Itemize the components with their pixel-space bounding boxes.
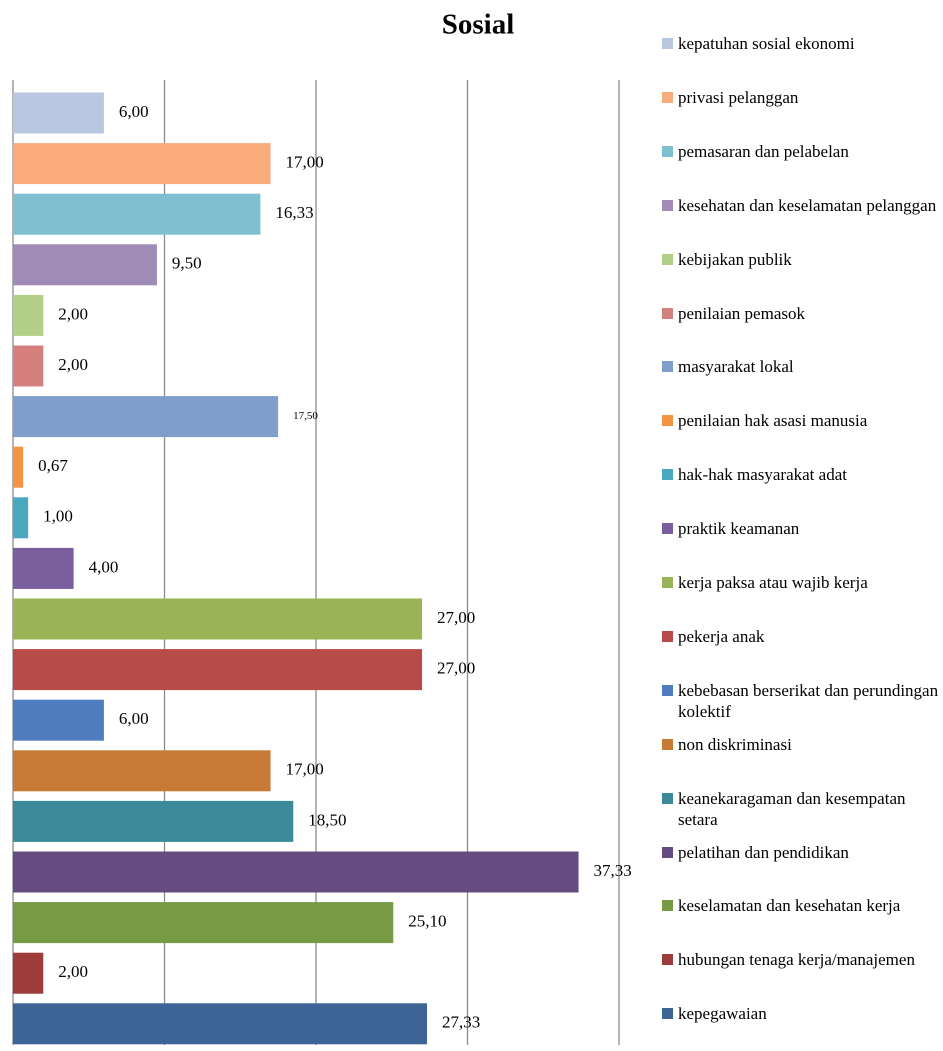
value-label: 37,33 <box>594 861 632 880</box>
legend-label: praktik keamanan <box>678 519 800 539</box>
legend-label: keanekaragaman dan kesempatan setara <box>678 788 906 829</box>
legend-swatch <box>662 415 673 427</box>
value-label: 6,00 <box>119 709 149 728</box>
legend-item: masyarakat lokal <box>662 356 940 377</box>
legend-item: pekerja anak <box>662 626 940 647</box>
value-label: 0,67 <box>38 456 68 475</box>
legend-label: penilaian pemasok <box>678 303 805 323</box>
legend-item: non diskriminasi <box>662 734 940 755</box>
value-label: 16,33 <box>275 203 313 222</box>
legend-label: kepegawaian <box>678 1004 767 1024</box>
value-label: 17,00 <box>286 760 324 779</box>
legend-swatch <box>662 38 673 49</box>
bar <box>13 851 579 893</box>
bar <box>13 143 271 185</box>
legend-swatch <box>662 145 673 157</box>
bar <box>13 750 271 792</box>
legend-item: praktik keamanan <box>662 518 940 539</box>
legend-label: pekerja anak <box>678 626 765 646</box>
legend-item: kebijakan publik <box>662 249 940 270</box>
legend-label: keselamatan dan kesehatan kerja <box>678 896 901 916</box>
value-label: 9,50 <box>172 254 202 273</box>
legend-label: kesehatan dan keselamatan pelanggan <box>678 195 937 215</box>
legend-swatch <box>662 523 673 535</box>
bar <box>13 396 279 438</box>
value-label: 27,00 <box>437 608 475 627</box>
legend-item: kesehatan dan keselamatan pelanggan <box>662 195 940 216</box>
legend-swatch <box>662 630 673 642</box>
value-label: 2,00 <box>58 355 88 374</box>
value-label: 4,00 <box>89 557 119 576</box>
legend-swatch <box>662 1008 673 1020</box>
legend-swatch <box>662 954 673 966</box>
legend-label: kebijakan publik <box>678 249 792 269</box>
value-label: 17,50 <box>293 410 318 422</box>
bar <box>13 497 29 539</box>
legend-label: masyarakat lokal <box>678 357 794 377</box>
legend-item: privasi pelanggan <box>662 87 940 108</box>
value-label: 1,00 <box>43 507 73 526</box>
value-label: 18,50 <box>308 810 346 829</box>
bar <box>13 649 423 691</box>
legend-label: pemasaran dan pelabelan <box>678 141 849 161</box>
legend-swatch <box>662 469 673 481</box>
legend-label: kerja paksa atau wajib kerja <box>678 573 868 592</box>
legend-label: privasi pelanggan <box>678 87 799 107</box>
legend-swatch <box>662 91 673 103</box>
value-label: 25,10 <box>408 912 446 931</box>
legend-swatch <box>662 738 673 750</box>
legend-item: kepatuhan sosial ekonomi <box>662 33 940 54</box>
value-label: 17,00 <box>286 153 324 172</box>
bar <box>13 902 394 944</box>
legend-label: kepatuhan sosial ekonomi <box>678 34 855 53</box>
legend-item: kerja paksa atau wajib kerja <box>662 572 940 593</box>
value-label: 2,00 <box>58 962 88 981</box>
value-label: 27,33 <box>442 1013 480 1032</box>
bar <box>13 92 104 134</box>
legend-item: hubungan tenaga kerja/manajemen <box>662 949 940 970</box>
chart-title: Sosial <box>442 9 515 41</box>
bar <box>13 598 423 640</box>
bar <box>13 446 24 488</box>
legend-item: kebebasan berserikat dan perundingan kol… <box>662 680 940 722</box>
legend-label: pelatihan dan pendidikan <box>678 842 849 862</box>
legend-item: penilaian pemasok <box>662 303 940 324</box>
legend-label: kebebasan berserikat dan perundingan kol… <box>678 680 939 721</box>
legend-swatch <box>662 361 673 373</box>
legend-item: penilaian hak asasi manusia <box>662 410 940 431</box>
legend-item: keselamatan dan kesehatan kerja <box>662 895 940 916</box>
bar <box>13 294 44 336</box>
legend-item: hak-hak masyarakat adat <box>662 464 940 485</box>
legend-item: pelatihan dan pendidikan <box>662 842 940 863</box>
legend-swatch <box>662 900 673 912</box>
legend-swatch <box>662 199 673 211</box>
legend-item: keanekaragaman dan kesempatan setara <box>662 788 940 830</box>
legend-label: non diskriminasi <box>678 734 792 754</box>
value-label: 6,00 <box>119 102 149 121</box>
legend-swatch <box>662 792 673 804</box>
bar <box>13 800 294 842</box>
legend-label: hubungan tenaga kerja/manajemen <box>678 950 915 970</box>
bar <box>13 345 44 387</box>
bar <box>13 952 44 994</box>
legend-label: hak-hak masyarakat adat <box>678 465 847 485</box>
legend-item: pemasaran dan pelabelan <box>662 141 940 162</box>
bar <box>13 193 261 235</box>
legend-item: kepegawaian <box>662 1003 940 1024</box>
bar <box>13 699 104 741</box>
legend-swatch <box>662 577 673 588</box>
value-label: 27,00 <box>437 659 475 678</box>
bar <box>13 244 157 286</box>
value-label: 2,00 <box>58 304 88 323</box>
legend-swatch <box>662 307 673 319</box>
bar <box>13 1003 428 1045</box>
legend-swatch <box>662 253 673 265</box>
legend-swatch <box>662 846 673 858</box>
legend-swatch <box>662 684 673 696</box>
legend-label: penilaian hak asasi manusia <box>678 411 868 431</box>
bar <box>13 547 74 589</box>
